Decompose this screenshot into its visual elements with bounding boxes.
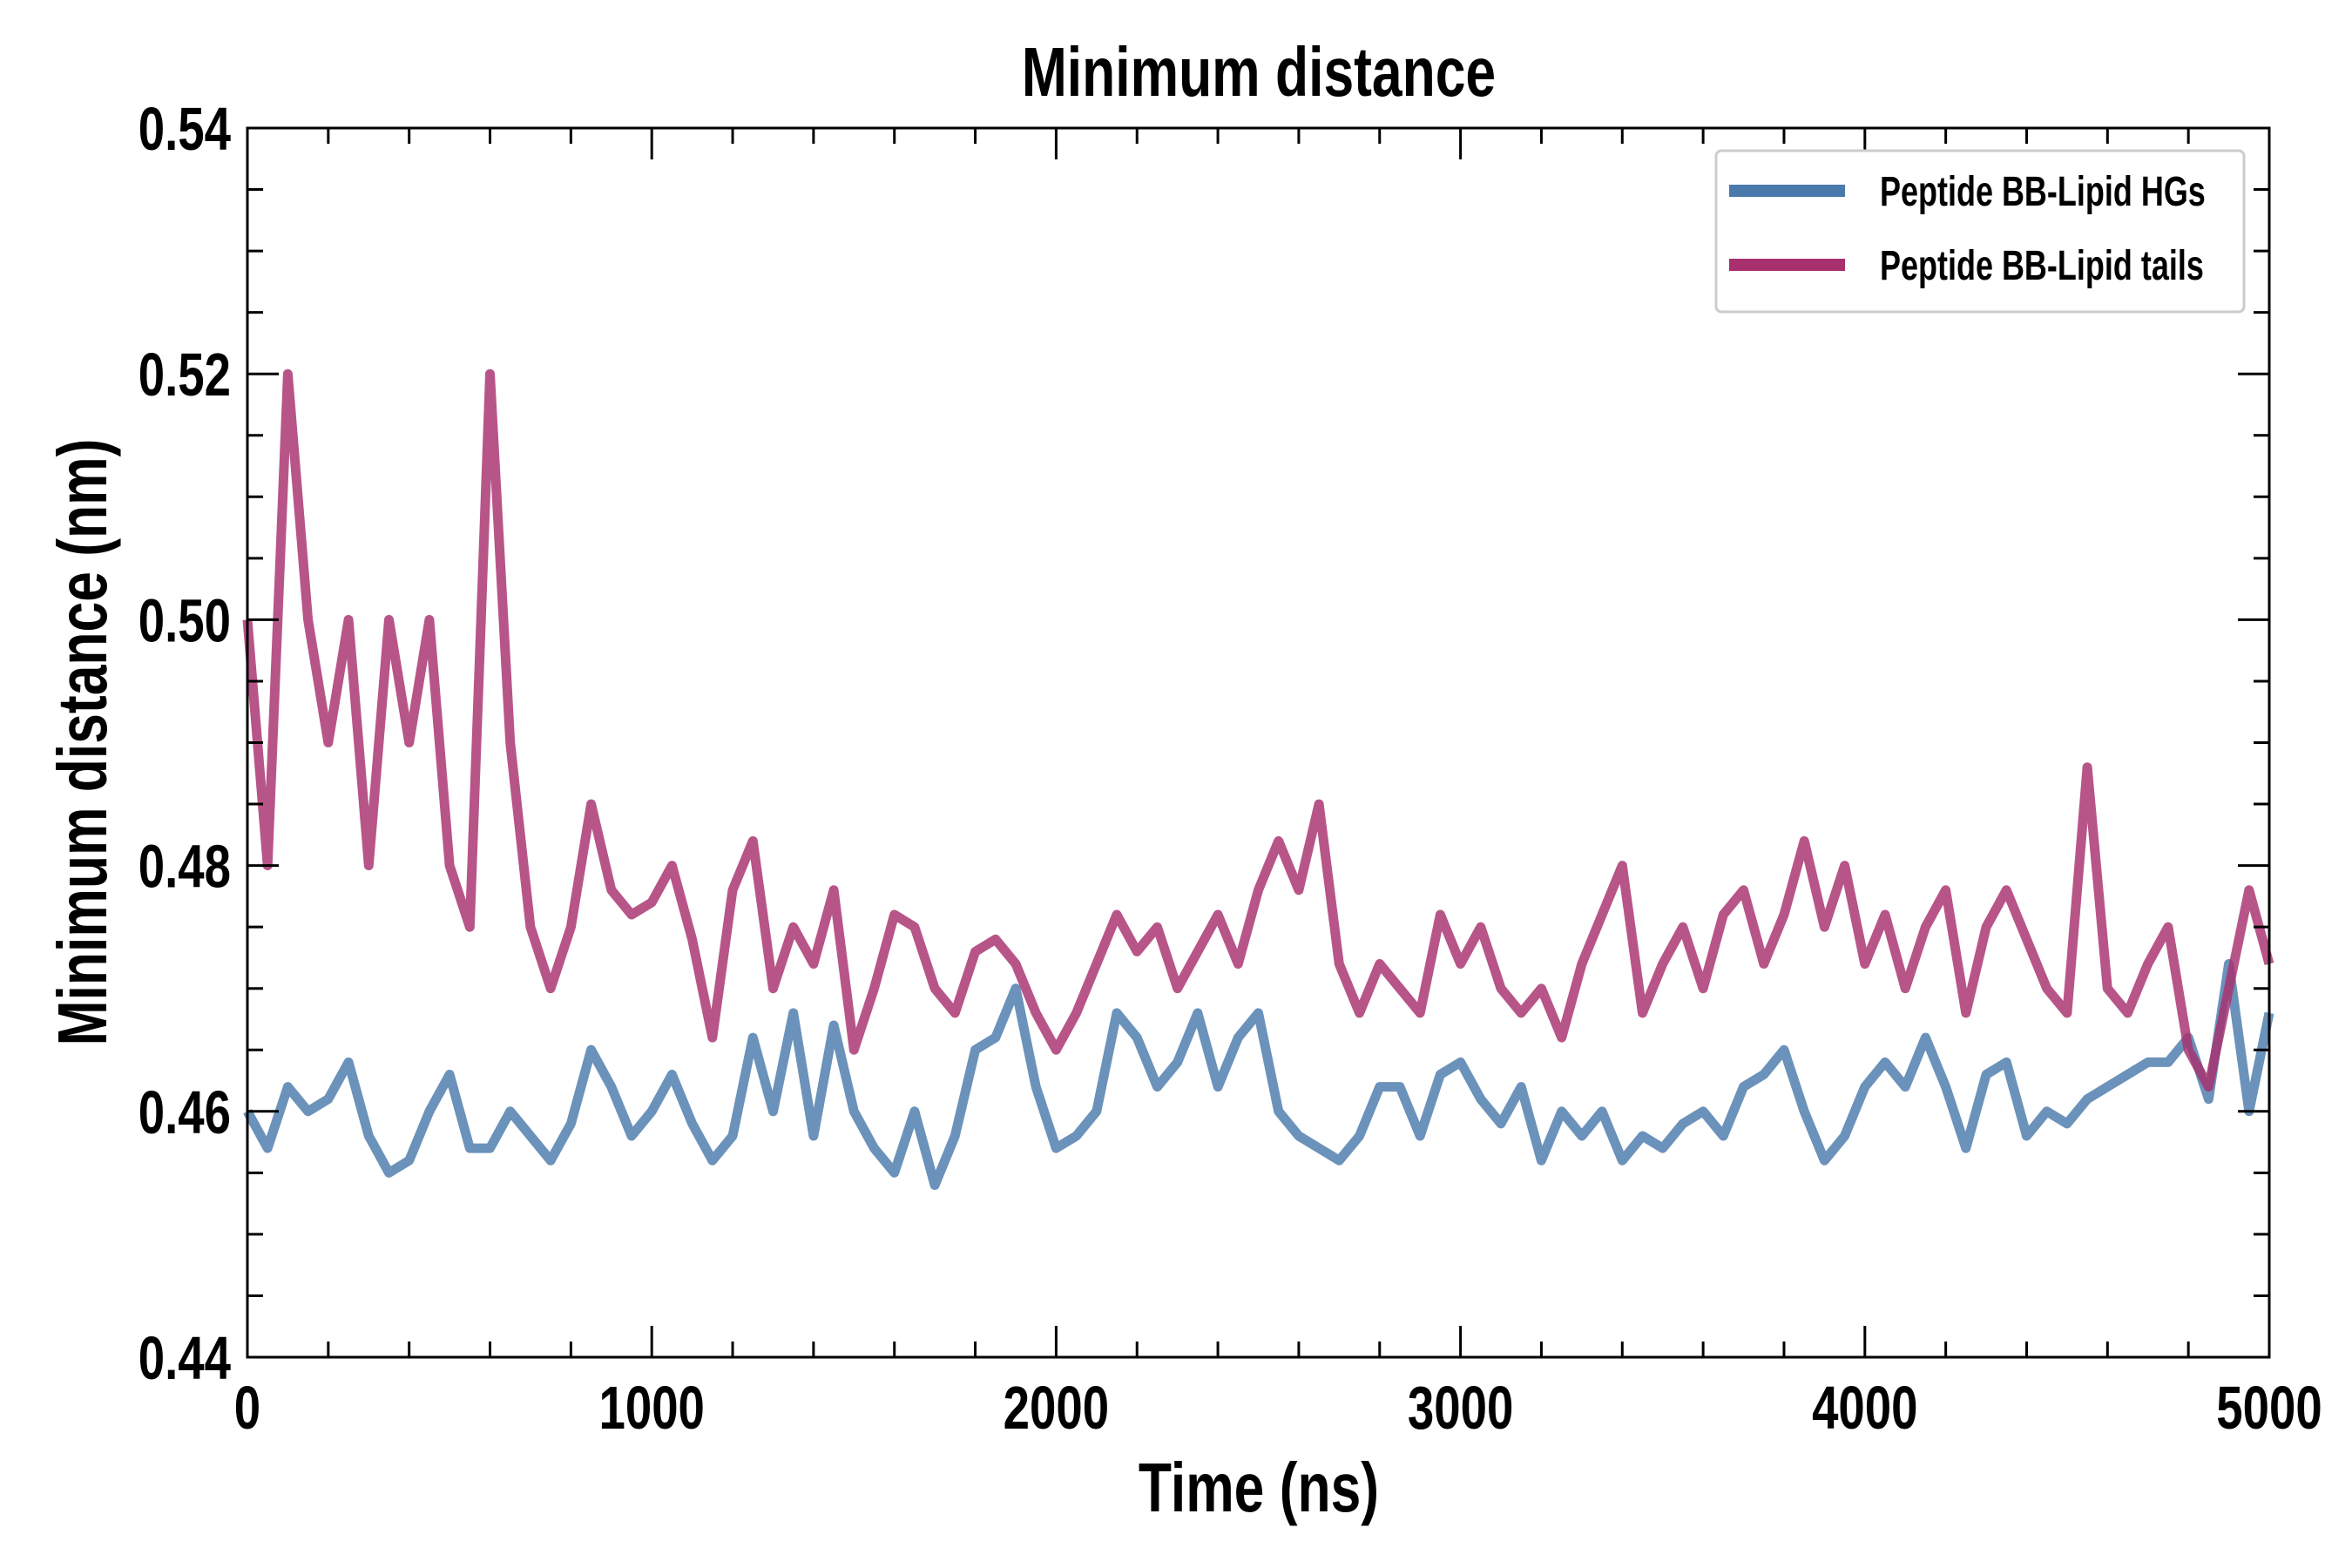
x-tick-label: 5000 — [2216, 1375, 2322, 1443]
x-tick-label: 4000 — [1812, 1375, 1917, 1443]
tick-layer: 0 1000 2000 3000 4000 5000 0.44 0.46 0.48 0.50 0.5… — [139, 96, 2322, 1443]
legend: Peptide BB-Lipid HGs Peptide BB-Lipid ta… — [1714, 149, 2246, 314]
x-tick-label: 1000 — [598, 1375, 704, 1443]
legend-box — [1714, 149, 2246, 314]
y-tick-label: 0.50 — [139, 587, 231, 655]
y-tick-label: 0.46 — [139, 1078, 231, 1146]
chart-title: Minimum distance — [1022, 34, 1496, 112]
series-line-tails — [242, 368, 2274, 1092]
x-axis-label: Time (ns) — [1139, 1450, 1379, 1527]
legend-label-tails: Peptide BB-Lipid tails — [1880, 242, 2204, 288]
y-tick-label: 0.52 — [139, 341, 231, 409]
y-tick-label: 0.48 — [139, 833, 231, 901]
series-line-hgs — [243, 959, 2274, 1190]
x-tick-label: 2000 — [1004, 1375, 1109, 1443]
series-layer — [242, 368, 2274, 1190]
x-tick-label: 0 — [234, 1375, 260, 1443]
legend-label-hgs: Peptide BB-Lipid HGs — [1880, 168, 2206, 214]
y-tick-label: 0.44 — [139, 1325, 231, 1393]
y-tick-label: 0.54 — [139, 96, 231, 164]
x-tick-label: 3000 — [1408, 1375, 1513, 1443]
y-axis-label: Minimum distance (nm) — [44, 439, 122, 1046]
